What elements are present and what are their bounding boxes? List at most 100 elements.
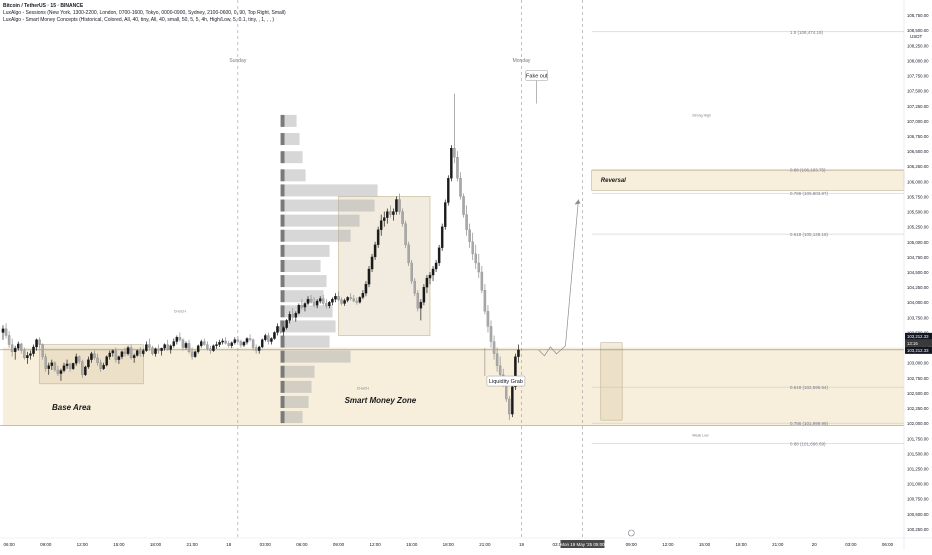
candle-body <box>148 344 151 348</box>
candle-body <box>108 352 112 357</box>
candle-body <box>422 286 426 303</box>
candle-body <box>114 350 118 360</box>
candle-body <box>294 312 298 318</box>
liquidity-grab-label: Liquidity Grab <box>489 379 523 385</box>
volume-profile-bar <box>284 151 303 164</box>
volume-profile-core <box>280 214 285 227</box>
candle-body <box>352 298 355 302</box>
candle-body <box>437 247 441 264</box>
symbol-title[interactable]: Bitcoin / TetherUS · 15 · BINANCE <box>3 3 84 9</box>
candle-body <box>459 178 462 197</box>
session-label: Sunday <box>229 58 246 64</box>
price-axis-tick-label: 100,750.00 <box>907 497 929 502</box>
candle-body <box>212 345 215 351</box>
candle-body <box>282 327 285 332</box>
price-axis-tick-label: 105,500.00 <box>907 210 929 215</box>
candle-body <box>453 147 456 158</box>
volume-profile-bar <box>284 350 351 363</box>
candle-body <box>218 341 221 345</box>
candle-body <box>71 363 75 369</box>
price-axis-tick-label: 101,750.00 <box>907 436 929 441</box>
price-axis-tick-label: 103,000.00 <box>907 361 929 366</box>
candle-body <box>87 359 90 368</box>
candle-body <box>99 362 102 369</box>
candle-body <box>102 364 105 369</box>
candle-body <box>483 290 487 312</box>
candle-body <box>187 343 191 352</box>
price-axis-tick-label: 108,250.00 <box>907 43 929 48</box>
volume-profile-core <box>280 169 285 182</box>
candle-body <box>477 262 481 273</box>
candle-body <box>181 339 185 348</box>
candle-body <box>419 302 423 309</box>
candle-body <box>84 366 87 375</box>
structure-label: Strong High <box>692 114 711 118</box>
volume-profile-core <box>280 335 285 348</box>
time-axis-tick-label: 15:00 <box>113 542 125 547</box>
candle-body <box>358 297 362 303</box>
price-tag-text: 13:16 <box>907 341 918 346</box>
candle-body <box>410 262 413 282</box>
candle-body <box>59 370 63 374</box>
candle-body <box>328 302 331 307</box>
time-axis-tick-label: 06:00 <box>296 542 308 547</box>
candle-body <box>123 351 127 354</box>
candle-body <box>514 356 517 388</box>
time-axis-tick-label: 18:00 <box>443 542 455 547</box>
candle-body <box>273 332 276 339</box>
candle-body <box>447 178 450 203</box>
volume-profile-bar <box>284 275 327 288</box>
candle-body <box>508 398 511 415</box>
candle-body <box>166 344 169 350</box>
candle-body <box>309 299 313 303</box>
candle-body <box>233 339 237 343</box>
candle-body <box>81 361 84 375</box>
volume-profile-core <box>280 275 285 288</box>
candle-body <box>343 300 346 304</box>
candle-body <box>175 337 179 342</box>
candle-body <box>382 217 386 221</box>
candle-body <box>221 340 224 343</box>
time-axis-tick-label: 18:00 <box>150 542 162 547</box>
candle-body <box>285 320 288 328</box>
fib-level-label: 0.88 (101,666.69) <box>790 441 826 446</box>
candle-body <box>498 365 502 375</box>
price-axis-tick-label: 107,250.00 <box>907 104 929 109</box>
time-axis-tick-label: 18 <box>226 542 232 547</box>
time-cursor-label: Mon 19 May '25 05:00 <box>560 542 605 547</box>
price-tag-text: 103,212.33 <box>907 334 929 339</box>
candle-body <box>254 347 258 351</box>
candle-body <box>239 341 243 346</box>
candle-body <box>456 157 459 179</box>
candle-body <box>4 328 8 336</box>
price-axis-tick-label: 104,500.00 <box>907 270 929 275</box>
candle-body <box>50 362 54 366</box>
candle-body <box>386 211 389 218</box>
candle-body <box>450 147 453 179</box>
candle-body <box>23 350 26 359</box>
candle-body <box>355 300 359 303</box>
price-axis-tick-label: 105,250.00 <box>907 225 929 230</box>
candle-body <box>511 386 514 415</box>
price-axis-tick-label: 108,000.00 <box>907 58 929 63</box>
candle-body <box>321 298 325 304</box>
candle-body <box>35 339 38 348</box>
volume-profile-bar <box>284 229 351 242</box>
smc-indicator-label[interactable]: LuxAlgo - Smart Money Concepts (Historic… <box>3 17 275 23</box>
sessions-indicator-label[interactable]: LuxAlgo - Sessions (New York, 1300-2200,… <box>3 10 286 16</box>
price-axis-tick-label: 106,500.00 <box>907 149 929 154</box>
candle-body <box>318 298 322 302</box>
volume-profile-core <box>280 411 285 424</box>
candle-body <box>120 351 124 357</box>
candle-body <box>492 341 496 354</box>
candle-body <box>364 283 368 294</box>
volume-profile-bar <box>284 114 297 127</box>
volume-profile-bar <box>284 133 300 146</box>
candle-body <box>288 314 291 321</box>
candle-body <box>440 226 444 248</box>
candle-body <box>474 253 477 264</box>
candle-body <box>193 351 197 357</box>
time-axis-tick-label: 19 <box>519 542 525 547</box>
